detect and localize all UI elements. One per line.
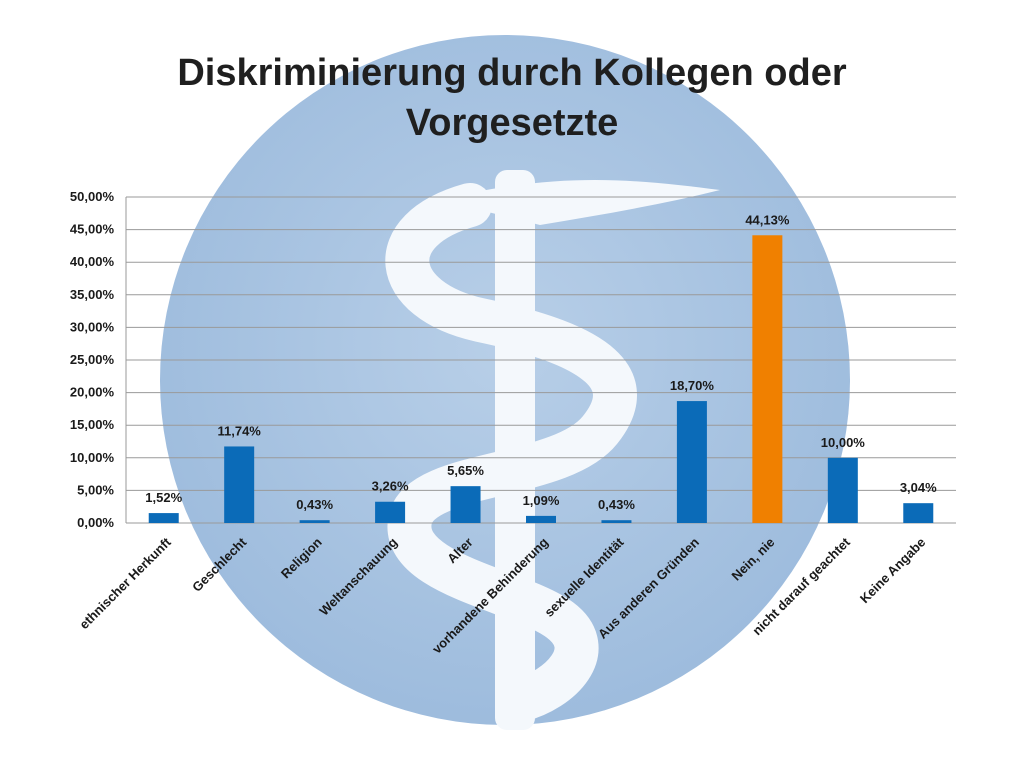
- data-label: 44,13%: [745, 212, 790, 227]
- bar: [299, 520, 330, 523]
- y-tick-label: 0,00%: [77, 515, 114, 530]
- category-labels: ethnischer Herkunft Geschlecht ReligionWel…: [76, 534, 928, 656]
- y-tick-label: 30,00%: [70, 319, 115, 334]
- category-label: ethnischer Herkunft: [76, 534, 174, 632]
- bar: [375, 501, 406, 523]
- category-label: Religion: [278, 534, 325, 581]
- y-tick-label: 25,00%: [70, 352, 115, 367]
- bar: [148, 513, 179, 523]
- data-label: 3,04%: [900, 480, 937, 495]
- category-label: Weltanschauung: [316, 534, 400, 618]
- y-tick-label: 5,00%: [77, 482, 114, 497]
- y-tick-label: 15,00%: [70, 417, 115, 432]
- y-axis-ticks: 0,00% 5,00% 10,00% 15,00% 20,00% 25,00% 30,00%…: [70, 189, 115, 530]
- bar: [224, 446, 255, 523]
- category-label: sexuelle Identität: [541, 534, 627, 620]
- y-tick-label: 40,00%: [70, 254, 115, 269]
- data-label: 1,09%: [523, 493, 560, 508]
- data-labels: 1,52% 11,74% 0,43% 3,26% 5,65% 1,09% 0,43% 18,7…: [145, 212, 937, 512]
- category-label: Geschlecht: [189, 534, 250, 595]
- data-label: 0,43%: [598, 497, 635, 512]
- data-label: 3,26%: [372, 479, 409, 494]
- bar: [526, 515, 556, 523]
- bars: [148, 235, 934, 523]
- y-tick-label: 50,00%: [70, 189, 115, 204]
- data-label: 1,52%: [145, 490, 182, 505]
- data-label: 18,70%: [670, 378, 715, 393]
- bar: [903, 503, 934, 523]
- bar: [827, 457, 858, 523]
- data-label: 5,65%: [447, 463, 484, 478]
- y-tick-label: 10,00%: [70, 450, 115, 465]
- category-label: Alter: [444, 535, 476, 567]
- y-tick-label: 20,00%: [70, 385, 115, 400]
- bar: [752, 235, 783, 523]
- page-title: Diskriminierung durch Kollegen oder Vorg…: [177, 52, 847, 144]
- bar: [450, 486, 481, 523]
- bar: [601, 520, 632, 523]
- bar: [676, 401, 707, 523]
- data-label: 10,00%: [821, 435, 866, 450]
- data-label: 11,74%: [217, 423, 261, 438]
- category-label: Nein, nie: [729, 535, 778, 584]
- gridlines: [125, 196, 956, 524]
- y-tick-label: 45,00%: [70, 222, 115, 237]
- data-label: 0,43%: [296, 497, 333, 512]
- y-tick-label: 35,00%: [70, 287, 115, 302]
- category-label: Keine Angabe: [857, 535, 929, 607]
